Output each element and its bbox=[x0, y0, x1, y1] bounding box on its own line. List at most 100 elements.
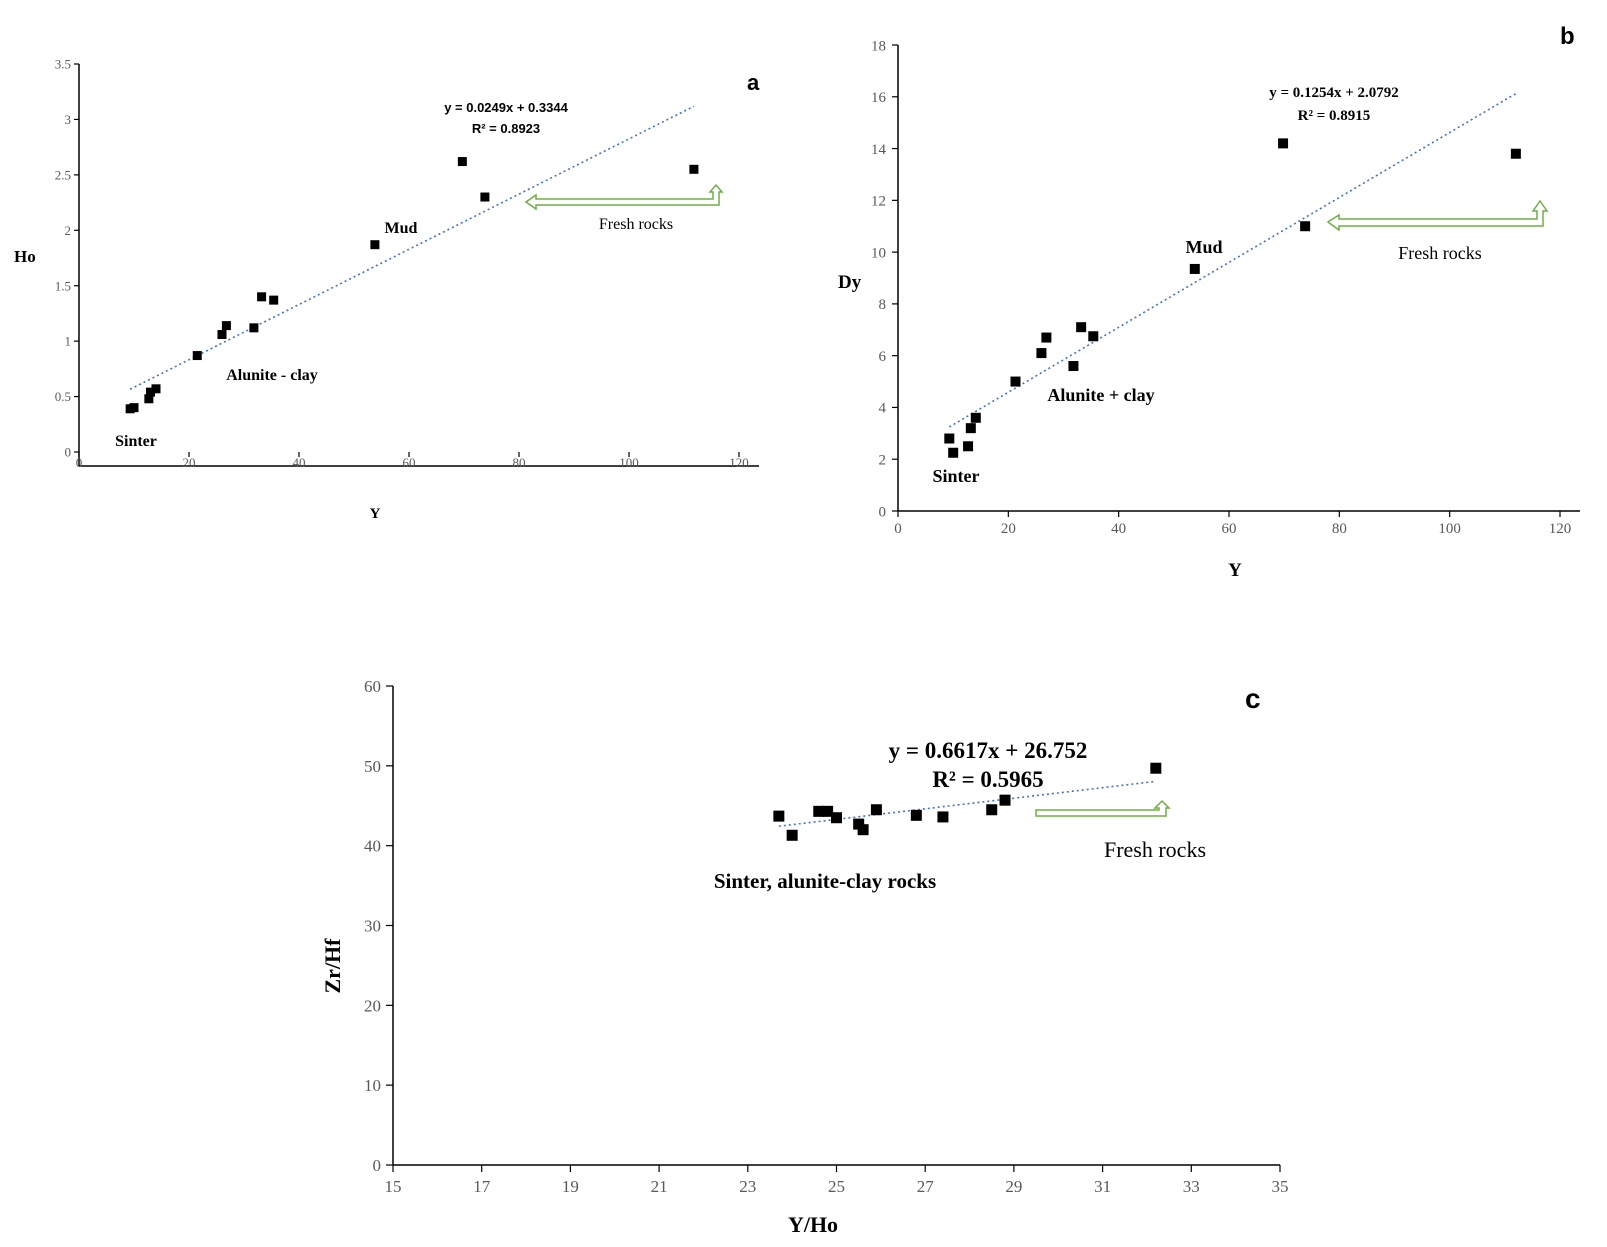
x-tick-label: 27 bbox=[917, 1177, 935, 1196]
y-tick-label: 0 bbox=[373, 1156, 382, 1175]
x-tick-label: 21 bbox=[651, 1177, 668, 1196]
annotation-sinter: Sinter bbox=[115, 433, 157, 450]
x-tick-label: 0 bbox=[76, 455, 83, 470]
y-tick-label: 2.5 bbox=[55, 167, 71, 182]
trendline bbox=[129, 105, 695, 390]
x-tick-label: 120 bbox=[729, 455, 749, 470]
y-tick-label: 2 bbox=[65, 223, 72, 238]
chart-a: a 0 20 40 60 80 100 120 00.511.522.533.5 Ho Y … bbox=[14, 57, 760, 522]
y-tick-label: 1 bbox=[65, 334, 72, 349]
data-point bbox=[857, 824, 869, 836]
trend-equation: y = 0.0249x + 0.3344 bbox=[444, 100, 568, 115]
x-tick-label: 35 bbox=[1272, 1177, 1289, 1196]
annotation-fresh-rocks: Fresh rocks bbox=[1398, 243, 1482, 263]
y-tick-label: 16 bbox=[871, 90, 887, 106]
data-point bbox=[217, 329, 227, 339]
data-point bbox=[831, 812, 842, 824]
y-axis-label: Zr/Hf bbox=[320, 938, 345, 994]
data-point bbox=[1510, 148, 1521, 159]
data-point bbox=[999, 794, 1011, 806]
chart-c: c 15 17 19 21 23 25 27 29 31 33 35 0 10 20 30 40 50 60 Z… bbox=[320, 677, 1289, 1237]
data-point bbox=[853, 818, 865, 830]
data-point bbox=[1150, 762, 1162, 774]
fresh-rocks-arrow bbox=[1326, 199, 1549, 232]
annotation-mud: Mud bbox=[385, 220, 418, 237]
y-tick-label: 6 bbox=[879, 349, 887, 365]
chart-b: b 0 20 40 60 80 100 120 0 2 4 6 8 10 12 14 16 18 Dy Y y… bbox=[838, 23, 1580, 581]
data-point bbox=[937, 811, 949, 823]
data-point bbox=[370, 240, 380, 250]
y-tick-label: 0 bbox=[65, 445, 72, 460]
data-point bbox=[1041, 332, 1052, 343]
y-tick-label: 20 bbox=[364, 996, 381, 1015]
y-tick-label: 40 bbox=[364, 837, 381, 856]
data-point bbox=[970, 412, 981, 423]
data-point bbox=[144, 394, 154, 404]
x-tick-label: 29 bbox=[1005, 1177, 1022, 1196]
data-point bbox=[146, 387, 155, 397]
x-tick-label: 80 bbox=[513, 455, 526, 470]
data-point bbox=[151, 384, 161, 394]
panel-label-b: b bbox=[1560, 23, 1575, 50]
y-tick-label: 0.5 bbox=[55, 389, 71, 404]
panel-label-a: a bbox=[747, 70, 760, 95]
data-point bbox=[948, 447, 959, 458]
x-tick-label: 23 bbox=[739, 1177, 756, 1196]
y-tick-label: 3.5 bbox=[55, 57, 71, 72]
data-point bbox=[870, 804, 882, 816]
y-tick-label: 12 bbox=[871, 194, 886, 210]
x-tick-label: 31 bbox=[1094, 1177, 1111, 1196]
panel-label-c: c bbox=[1245, 683, 1261, 714]
x-axis-label: Y bbox=[1228, 560, 1242, 581]
data-point bbox=[457, 157, 467, 167]
y-tick-label: 4 bbox=[879, 401, 887, 417]
y-tick-label: 60 bbox=[364, 677, 381, 696]
x-tick-label: 15 bbox=[385, 1177, 402, 1196]
data-point bbox=[965, 423, 976, 434]
x-tick-label: 33 bbox=[1183, 1177, 1200, 1196]
annotation-alunite-clay: Alunite + clay bbox=[1047, 385, 1154, 405]
trend-equation: y = 0.1254x + 2.0792 bbox=[1269, 85, 1399, 101]
data-point bbox=[1189, 263, 1200, 274]
data-point bbox=[221, 321, 231, 331]
data-point bbox=[1278, 138, 1289, 149]
x-axis-label: Y bbox=[370, 506, 381, 522]
data-point bbox=[1088, 331, 1099, 342]
trend-r2: R² = 0.5965 bbox=[932, 767, 1043, 792]
x-tick-label: 25 bbox=[828, 1177, 845, 1196]
x-tick-label: 100 bbox=[1438, 521, 1461, 537]
annotation-mud: Mud bbox=[1185, 237, 1222, 257]
data-point bbox=[1076, 322, 1087, 333]
fresh-rocks-arrow bbox=[524, 183, 724, 211]
x-tick-label: 20 bbox=[1001, 521, 1016, 537]
x-tick-label: 0 bbox=[894, 521, 902, 537]
x-tick-label: 19 bbox=[562, 1177, 579, 1196]
x-tick-label: 100 bbox=[619, 455, 639, 470]
annotation-fresh-rocks: Fresh rocks bbox=[1104, 837, 1206, 862]
annotation-alunite-clay: Alunite - clay bbox=[226, 367, 318, 384]
data-point bbox=[1036, 348, 1047, 359]
x-tick-label: 40 bbox=[1111, 521, 1126, 537]
y-tick-label: 18 bbox=[871, 38, 886, 54]
y-tick-label: 14 bbox=[871, 142, 887, 158]
annotation-sinter: Sinter bbox=[933, 466, 980, 486]
data-point bbox=[773, 810, 785, 822]
annotation-sinter-alunite-clay: Sinter, alunite-clay rocks bbox=[714, 869, 936, 893]
data-point bbox=[269, 295, 279, 305]
data-point bbox=[689, 164, 699, 174]
x-tick-label: 120 bbox=[1549, 521, 1572, 537]
data-point bbox=[1068, 361, 1079, 372]
y-tick-label: 3 bbox=[65, 112, 72, 127]
data-point bbox=[1300, 221, 1311, 232]
x-tick-label: 60 bbox=[403, 455, 416, 470]
x-axis-label: Y/Ho bbox=[788, 1212, 838, 1237]
y-axis-label: Ho bbox=[14, 247, 36, 266]
x-tick-label: 60 bbox=[1222, 521, 1237, 537]
y-tick-label: 10 bbox=[871, 245, 886, 261]
trendline bbox=[778, 780, 1156, 828]
y-tick-label: 8 bbox=[879, 297, 887, 313]
data-point bbox=[963, 441, 974, 452]
data-point bbox=[944, 433, 955, 444]
data-point bbox=[910, 809, 922, 821]
